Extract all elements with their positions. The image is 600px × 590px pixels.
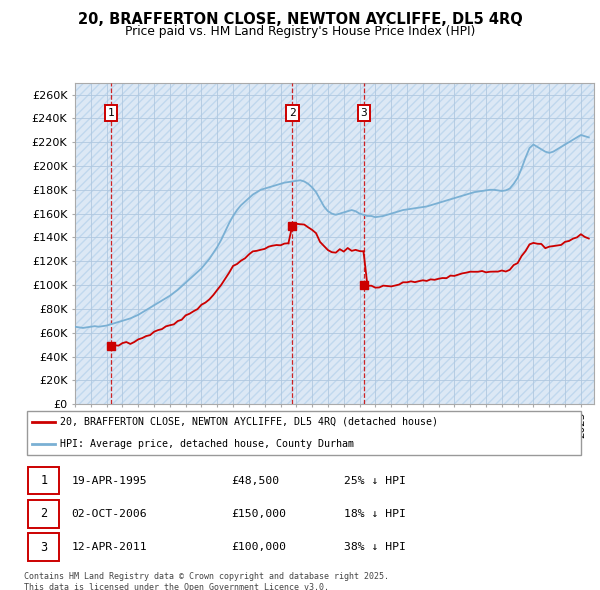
Text: 3: 3 — [40, 540, 47, 553]
Text: 1: 1 — [40, 474, 47, 487]
Text: 20, BRAFFERTON CLOSE, NEWTON AYCLIFFE, DL5 4RQ: 20, BRAFFERTON CLOSE, NEWTON AYCLIFFE, D… — [77, 12, 523, 27]
Text: £48,500: £48,500 — [232, 476, 280, 486]
Text: 38% ↓ HPI: 38% ↓ HPI — [344, 542, 406, 552]
Text: £100,000: £100,000 — [232, 542, 287, 552]
Text: 12-APR-2011: 12-APR-2011 — [71, 542, 148, 552]
Text: 18% ↓ HPI: 18% ↓ HPI — [344, 509, 406, 519]
Text: £150,000: £150,000 — [232, 509, 287, 519]
FancyBboxPatch shape — [28, 500, 59, 527]
Text: 25% ↓ HPI: 25% ↓ HPI — [344, 476, 406, 486]
Text: Price paid vs. HM Land Registry's House Price Index (HPI): Price paid vs. HM Land Registry's House … — [125, 25, 475, 38]
Text: 20, BRAFFERTON CLOSE, NEWTON AYCLIFFE, DL5 4RQ (detached house): 20, BRAFFERTON CLOSE, NEWTON AYCLIFFE, D… — [61, 417, 439, 427]
Text: 1: 1 — [108, 108, 115, 118]
Text: Contains HM Land Registry data © Crown copyright and database right 2025.
This d: Contains HM Land Registry data © Crown c… — [24, 572, 389, 590]
Text: 02-OCT-2006: 02-OCT-2006 — [71, 509, 148, 519]
FancyBboxPatch shape — [27, 411, 581, 455]
FancyBboxPatch shape — [28, 467, 59, 494]
Text: HPI: Average price, detached house, County Durham: HPI: Average price, detached house, Coun… — [61, 439, 355, 449]
Text: 3: 3 — [361, 108, 367, 118]
Text: 2: 2 — [289, 108, 296, 118]
Text: 2: 2 — [40, 507, 47, 520]
FancyBboxPatch shape — [28, 533, 59, 561]
Text: 19-APR-1995: 19-APR-1995 — [71, 476, 148, 486]
